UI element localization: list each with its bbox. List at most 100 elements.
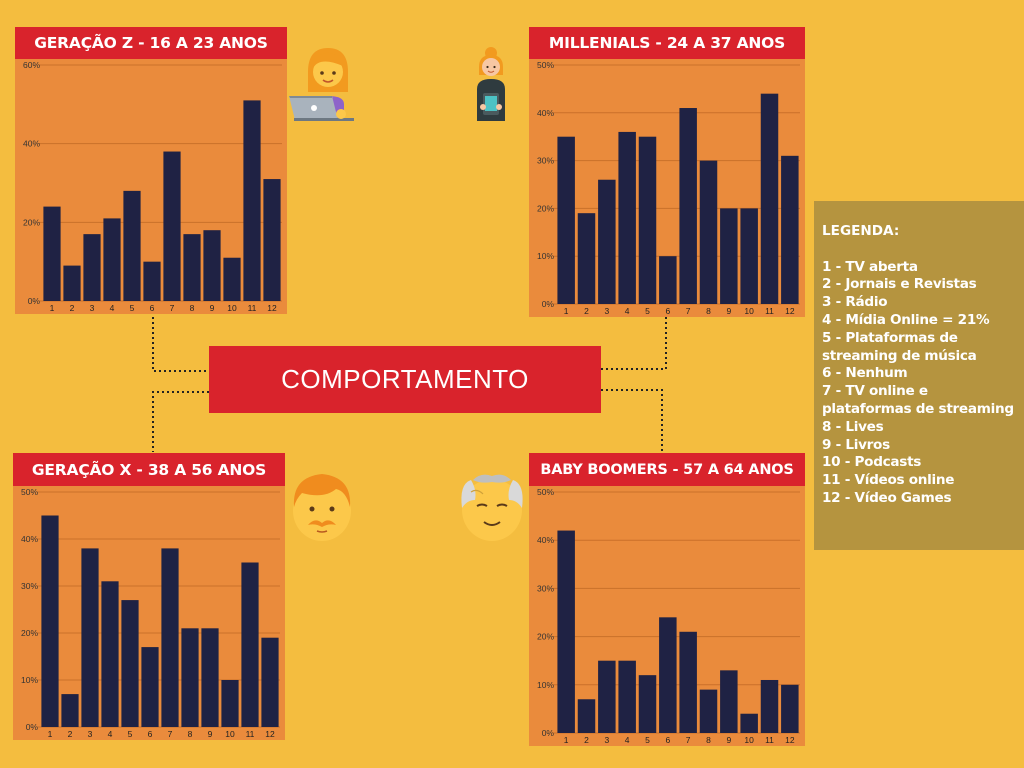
y-tick-label: 30% xyxy=(537,583,554,593)
bar-genx-11 xyxy=(241,562,259,727)
y-tick-label: 0% xyxy=(542,728,555,738)
bar-boomers-7 xyxy=(679,631,697,733)
y-tick-label: 10% xyxy=(21,675,38,685)
x-tick-label: 2 xyxy=(70,303,75,313)
y-tick-label: 20% xyxy=(21,628,38,638)
x-tick-label: 9 xyxy=(210,303,215,313)
y-tick-label: 0% xyxy=(542,299,555,309)
y-tick-label: 60% xyxy=(23,60,40,70)
y-tick-label: 20% xyxy=(537,203,554,213)
x-tick-label: 8 xyxy=(188,729,193,739)
x-tick-label: 1 xyxy=(564,306,569,316)
legend-item-3: 3 - Rádio xyxy=(822,294,888,311)
chart-title-genx: GERAÇÃO X - 38 A 56 ANOS xyxy=(13,453,285,486)
x-tick-label: 2 xyxy=(584,735,589,745)
bar-boomers-2 xyxy=(577,699,596,733)
y-tick-label: 20% xyxy=(537,632,554,642)
connector-genx xyxy=(152,391,209,452)
x-tick-label: 2 xyxy=(584,306,589,316)
bar-genz-7 xyxy=(163,151,181,301)
y-tick-label: 50% xyxy=(537,60,554,70)
legend-item-12: 12 - Vídeo Games xyxy=(822,489,952,506)
bar-genz-4 xyxy=(103,218,121,301)
x-tick-label: 4 xyxy=(110,303,115,313)
bar-genz-8 xyxy=(183,234,201,301)
x-tick-label: 9 xyxy=(726,735,731,745)
x-tick-label: 8 xyxy=(190,303,195,313)
bar-boomers-9 xyxy=(720,670,738,733)
bar-millenials-2 xyxy=(577,213,596,304)
bar-boomers-4 xyxy=(618,660,636,733)
bar-millenials-9 xyxy=(720,208,738,304)
x-tick-label: 4 xyxy=(108,729,113,739)
y-tick-label: 40% xyxy=(537,535,554,545)
y-tick-label: 10% xyxy=(537,251,554,261)
x-tick-label: 9 xyxy=(208,729,213,739)
x-tick-label: 10 xyxy=(744,306,754,316)
chart-svg-genz: 0%20%40%60%1 2 3 4 5 6 7 8 9 10 11 12 xyxy=(23,60,282,313)
bar-boomers-11 xyxy=(760,679,779,733)
x-tick-label: 6 xyxy=(150,303,155,313)
chart-genx: 0% 10% 20% 30% 40% 50% 1 2 3 4 5 6 7 8 9 10 11 12 xyxy=(13,486,285,740)
y-tick-label: 30% xyxy=(21,581,38,591)
bar-genz-11 xyxy=(243,100,261,302)
bar-boomers-1 xyxy=(557,530,575,733)
x-tick-label: 12 xyxy=(785,306,795,316)
bar-genz-12 xyxy=(263,179,281,301)
x-tick-label: 5 xyxy=(645,735,650,745)
bar-millenials-4 xyxy=(618,131,636,304)
y-tick-label: 30% xyxy=(537,156,554,166)
bar-millenials-10 xyxy=(740,208,758,304)
legend-item-6: 6 - Nenhum xyxy=(822,365,908,382)
legend-item-1: 1 - TV aberta xyxy=(822,258,918,275)
bar-boomers-10 xyxy=(740,713,758,733)
bar-boomers-3 xyxy=(598,660,616,733)
x-tick-label: 1 xyxy=(50,303,55,313)
bar-millenials-11 xyxy=(760,93,779,305)
old-man-icon xyxy=(461,474,523,541)
y-tick-label: 50% xyxy=(537,487,554,497)
bar-genx-4 xyxy=(101,581,119,727)
y-tick-label: 40% xyxy=(537,108,554,118)
y-tick-label: 0% xyxy=(26,722,39,732)
bar-genx-12 xyxy=(261,637,279,727)
chart-title-genz: GERAÇÃO Z - 16 A 23 ANOS xyxy=(15,27,287,59)
y-tick-label: 10% xyxy=(537,680,554,690)
bar-genx-8 xyxy=(181,628,199,727)
x-tick-label: 11 xyxy=(246,729,255,739)
x-tick-label: 10 xyxy=(744,735,754,745)
woman-with-laptop-icon xyxy=(289,48,354,121)
chart-svg-genx: 0%10%20%30%40%50%1 2 3 4 5 6 7 8 9 10 11 12 xyxy=(21,487,280,739)
man-with-mustache-icon xyxy=(293,474,351,541)
bar-boomers-5 xyxy=(638,675,657,733)
y-tick-label: 20% xyxy=(23,217,40,227)
woman-with-phone-icon xyxy=(477,47,505,121)
bar-millenials-7 xyxy=(679,108,697,304)
legend-item-8: 8 - Lives xyxy=(822,418,884,435)
chart-svg-millenials: 0%10%20%30%40%50%1 2 3 4 5 6 7 8 9 10 11 12 xyxy=(537,60,800,316)
connector-millenials xyxy=(601,317,667,370)
bar-genz-2 xyxy=(63,265,81,301)
bar-genz-6 xyxy=(143,261,161,301)
bar-millenials-12 xyxy=(781,155,799,304)
bar-millenials-5 xyxy=(638,136,657,304)
legend-item-2: 2 - Jornais e Revistas xyxy=(822,276,977,293)
x-tick-label: 11 xyxy=(765,735,774,745)
legend-item-4: 4 - Mídia Online = 21% xyxy=(822,311,990,328)
bar-boomers-6 xyxy=(659,617,677,733)
x-tick-label: 7 xyxy=(686,306,691,316)
x-tick-label: 1 xyxy=(564,735,569,745)
x-tick-label: 4 xyxy=(625,306,630,316)
x-tick-label: 9 xyxy=(726,306,731,316)
x-tick-label: 3 xyxy=(90,303,95,313)
x-tick-label: 3 xyxy=(604,306,609,316)
y-tick-label: 40% xyxy=(21,534,38,544)
x-tick-label: 7 xyxy=(170,303,175,313)
bar-genz-1 xyxy=(43,206,61,301)
legend-item-10: 10 - Podcasts xyxy=(822,454,922,471)
bar-millenials-1 xyxy=(557,136,575,304)
x-tick-label: 10 xyxy=(225,729,235,739)
x-tick-label: 5 xyxy=(130,303,135,313)
x-tick-label: 6 xyxy=(665,735,670,745)
x-tick-label: 11 xyxy=(765,306,774,316)
